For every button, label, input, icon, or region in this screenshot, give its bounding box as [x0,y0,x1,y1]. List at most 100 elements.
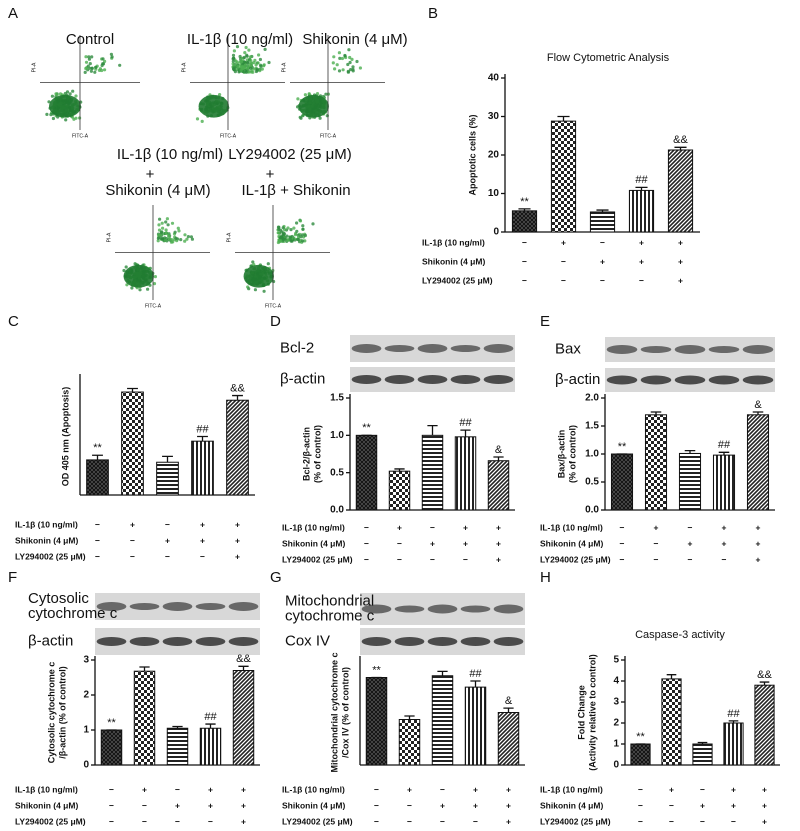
treatment-label: Shikonin (4 μM) [15,535,78,545]
bar [487,460,510,511]
flow-dot [242,60,246,64]
y-axis-title: (% of control) [567,425,577,483]
bar [746,414,770,511]
error-bar [437,670,448,676]
flow-dot [235,45,240,49]
flow-dot [301,227,305,231]
y-tick-label: 1.5 [585,421,599,432]
treatment-sign: + [561,237,566,247]
flow-dot [177,229,181,233]
flow-dot [245,53,249,57]
blot-band [493,637,524,646]
treatment-sign: + [241,784,246,794]
significance-mark: ## [459,417,472,429]
treatment-label: LY294002 (25 μM) [540,816,611,826]
treatment-sign: + [473,800,478,810]
axis-label: PI-A [181,62,187,72]
significance-mark: ** [520,196,529,208]
flow-dot [241,65,245,69]
treatment-label: IL-1β (10 ng/ml) [282,784,345,794]
flow-dot [166,223,170,227]
flow-dot [189,235,193,239]
flow-dot [130,286,134,290]
flow-dot [263,47,267,52]
blot-band [483,344,514,353]
treatment-sign: − [407,816,412,826]
axis-label: FITC-A [320,133,337,139]
treatment-sign: + [731,800,736,810]
flow-dot [124,265,128,269]
treatment-sign: − [142,816,147,826]
treatment-sign: − [620,522,625,532]
treatment-sign: − [639,275,644,285]
bar [550,120,577,233]
flow-dot [235,61,239,65]
flow-dot [348,55,352,60]
bar [398,719,421,766]
flow-dot [71,89,75,93]
blot-band [674,345,706,354]
blot-label: cytochrome c [28,605,118,622]
blot-label: β-actin [28,632,73,649]
treatment-sign: − [130,535,135,545]
flow-dot [346,62,350,67]
bar [692,743,713,766]
bar [121,391,144,496]
flow-dot [266,262,270,266]
flow-dot [303,233,307,238]
treatment-sign: − [463,554,468,564]
y-tick-label: 10 [488,188,500,199]
treatment-sign: − [688,522,693,532]
blot-band [96,602,127,611]
treatment-label: Shikonin (4 μM) [282,800,345,810]
blot-band [640,375,672,385]
y-axis-title: Apoptotic cells (%) [467,114,477,195]
bar [199,727,222,766]
error-bar [596,209,609,212]
flow-dot [183,239,187,243]
plot-label: + [266,166,275,183]
flow-dot [343,53,347,58]
flow-dot [231,62,235,66]
treatment-sign: − [561,256,566,266]
bar [388,470,411,511]
flow-dot [267,60,271,65]
treatment-label: LY294002 (25 μM) [15,816,86,826]
error-bar [394,468,405,472]
treatment-sign: − [109,800,114,810]
western-blot [605,337,775,362]
flow-dot [257,53,261,57]
flow-dot [341,68,345,72]
blot-band [460,605,491,613]
blot-band [351,344,382,353]
flow-dot [179,238,183,242]
treatment-sign: − [364,554,369,564]
plot-label: Shikonin (4 μM) [105,182,210,199]
flow-dot [355,59,359,64]
treatment-sign: − [407,800,412,810]
treatment-sign: − [600,275,605,285]
flow-dot [232,56,236,60]
error-bar [238,665,249,671]
flow-dot [277,231,281,235]
treatment-sign: + [130,519,135,529]
treatment-sign: − [374,816,379,826]
y-tick-label: 0.5 [330,467,344,478]
plot-label: Control [66,31,114,48]
flow-dot [160,221,164,225]
axis-label: PI-A [31,62,37,72]
blot-band [493,604,524,614]
treatment-label: Shikonin (4 μM) [15,800,78,810]
treatment-sign: + [235,551,240,561]
blot-band [708,346,740,353]
flow-dot [232,66,236,70]
flow-dot [110,55,114,59]
treatment-sign: − [688,554,693,564]
plot-label: Shikonin (4 μM) [302,31,407,48]
plot-label: + [146,166,155,183]
flow-dot [292,226,296,230]
chart-title: Caspase-3 activity [635,629,725,641]
flow-dot [245,58,249,62]
y-tick-label: 2.0 [585,393,599,404]
flow-dot [253,58,257,62]
